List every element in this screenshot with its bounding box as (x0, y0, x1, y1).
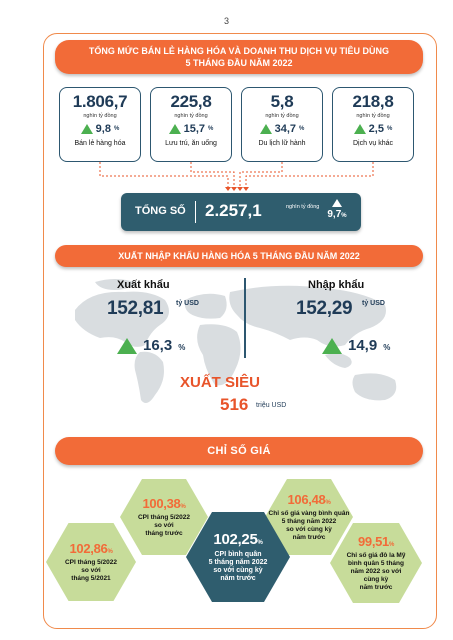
world-map-icon (75, 279, 397, 404)
total-divider (195, 201, 196, 223)
growth-up-icon (117, 337, 137, 354)
total-growth: 9,7% (322, 199, 352, 220)
trade-surplus-unit: triệu USD (256, 402, 287, 409)
growth-up-icon (259, 124, 272, 134)
stat-unit: nghìn tỷ đồng (356, 113, 390, 119)
export-growth-value: 16,3 (143, 337, 173, 354)
import-growth-value: 14,9 (348, 337, 378, 354)
trade-divider (244, 278, 246, 358)
stat-value: 5,8 (270, 92, 294, 111)
price-value: 100,38% (142, 496, 186, 511)
total-growth-pct: % (341, 213, 347, 219)
growth-up-icon (80, 124, 93, 134)
growth-up-icon (332, 199, 342, 207)
stat-label: Du lịch lữ hành (258, 140, 306, 147)
price-value: 102,86% (69, 541, 113, 556)
growth-up-icon (353, 124, 366, 134)
stat-growth-pct: % (113, 126, 120, 132)
trade-surplus-label: XUẤT SIÊU (179, 374, 260, 391)
export-growth-pct: % (178, 343, 186, 352)
retail-title-banner: TỔNG MỨC BÁN LẺ HÀNG HÓA VÀ DOANH THU DỊ… (55, 40, 423, 74)
growth-up-icon (168, 124, 181, 134)
import-label: Nhập khẩu (308, 279, 365, 291)
total-unit: nghìn tỷ đồng (286, 204, 320, 210)
stat-growth-value: 2,5 (368, 123, 384, 135)
import-value: 152,29 (296, 298, 353, 319)
stat-unit: nghìn tỷ đồng (174, 113, 208, 119)
stat-growth-pct: % (208, 126, 214, 132)
price-value: 106,48% (287, 492, 331, 507)
stat-value: 218,8 (352, 92, 394, 111)
price-index-banner: CHỈ SỐ GIÁ (55, 437, 423, 465)
stat-growth-value: 34,7 (274, 123, 297, 135)
stat-growth-value: 15,7 (183, 123, 206, 135)
page-frame (43, 33, 437, 629)
import-growth: 14,9% (322, 337, 390, 354)
stat-growth: 15,7% (151, 123, 231, 135)
stat-growth: 9,8% (60, 123, 140, 135)
price-value: 99,51% (357, 534, 395, 549)
price-desc: CPI tháng 5/2022 so với tháng trước (137, 514, 191, 537)
stat-growth-value: 9,8 (95, 123, 111, 135)
trade-surplus-value: 516 (220, 395, 249, 414)
stat-card-retail-goods: 1.806,7 nghìn tỷ đồng 9,8% Bán lẻ hàng h… (59, 87, 141, 162)
export-growth: 16,3% (117, 337, 185, 354)
export-label: Xuất khẩu (117, 279, 170, 291)
stat-label: Bán lẻ hàng hóa (74, 140, 126, 147)
stat-card-travel: 5,8 nghìn tỷ đồng 34,7% Du lịch lữ hành (241, 87, 323, 162)
price-value: 102,25% (213, 531, 263, 548)
price-desc: Chỉ số giá đô la Mỹ bình quân 5 tháng năm … (346, 552, 406, 591)
export-unit: tỷ USD (176, 300, 199, 307)
price-desc: Chỉ số giá vàng bình quân 5 tháng năm 202… (268, 510, 350, 541)
total-value: 2.257,1 (205, 201, 262, 220)
stat-unit: nghìn tỷ đồng (265, 113, 299, 119)
stat-growth: 2,5% (333, 123, 413, 135)
stat-value: 225,8 (170, 92, 212, 111)
price-desc: CPI tháng 5/2022 so với tháng 5/2021 (64, 559, 118, 582)
export-value: 152,81 (107, 298, 164, 319)
total-bar: TỔNG SỐ 2.257,1 nghìn tỷ đồng 9,7% (121, 193, 361, 231)
retail-title-line1: TỔNG MỨC BÁN LẺ HÀNG HÓA VÀ DOANH THU DỊ… (88, 46, 390, 56)
stat-growth: 34,7% (242, 123, 322, 135)
total-label: TỔNG SỐ (135, 205, 186, 217)
growth-up-icon (322, 337, 342, 354)
stat-card-accommodation: 225,8 nghìn tỷ đồng 15,7% Lưu trú, ăn uố… (150, 87, 232, 162)
import-unit: tỷ USD (362, 300, 385, 307)
cards-connector-lines (99, 162, 374, 191)
stat-card-other-services: 218,8 nghìn tỷ đồng 2,5% Dịch vụ khác (332, 87, 414, 162)
import-growth-pct: % (383, 343, 391, 352)
stat-growth-pct: % (299, 126, 305, 132)
stat-unit: nghìn tỷ đồng (83, 113, 117, 119)
trade-title-banner: XUẤT NHẬP KHẨU HÀNG HÓA 5 THÁNG ĐẦU NĂM … (55, 245, 423, 267)
retail-title-line2: 5 THÁNG ĐẦU NĂM 2022 (185, 58, 293, 68)
stat-label: Lưu trú, ăn uống (165, 140, 217, 147)
price-hex-cpi-yoy: 102,86% CPI tháng 5/2022 so với tháng 5/20… (46, 523, 136, 601)
total-growth-value: 9,7 (327, 209, 342, 220)
price-desc: CPI bình quân 5 tháng năm 2022 so với cùng… (208, 551, 268, 582)
stat-growth-pct: % (386, 126, 393, 132)
stat-value: 1.806,7 (72, 92, 128, 111)
page-number: 3 (223, 16, 229, 26)
stat-label: Dịch vụ khác (352, 140, 394, 147)
